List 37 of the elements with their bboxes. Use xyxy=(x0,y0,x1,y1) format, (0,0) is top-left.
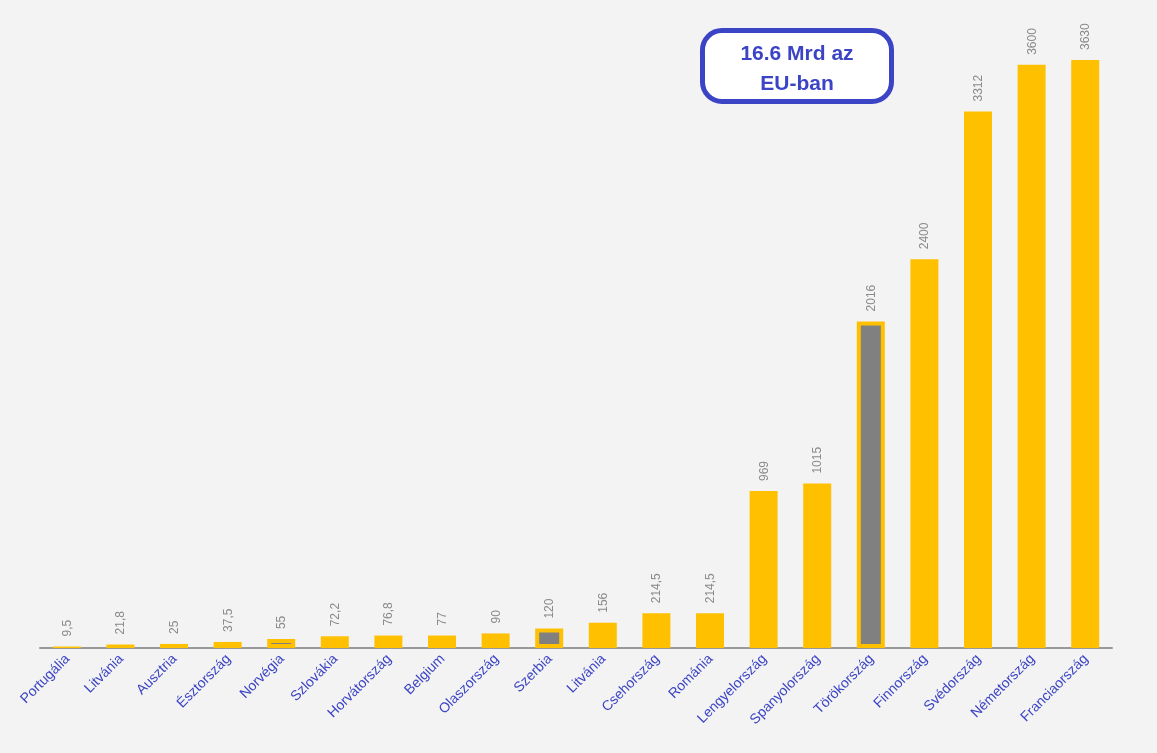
data-label: 3312 xyxy=(971,74,985,102)
data-label: 77 xyxy=(435,611,449,626)
data-label: 76,8 xyxy=(381,601,396,626)
data-label: 9,5 xyxy=(59,619,74,637)
data-label: 2400 xyxy=(917,222,932,250)
data-label: 214,5 xyxy=(649,572,664,604)
data-label: 3600 xyxy=(1024,27,1039,55)
annotation: 16.6 Mrd az EU-ban xyxy=(739,40,855,96)
bar xyxy=(481,633,510,648)
bar xyxy=(213,641,242,648)
bar xyxy=(696,613,724,648)
bar xyxy=(374,635,403,648)
bar xyxy=(910,259,939,648)
data-label: 2016 xyxy=(863,284,878,312)
bar xyxy=(320,636,349,648)
bar xyxy=(160,643,188,648)
data-label: 120 xyxy=(542,598,557,619)
bar xyxy=(749,491,778,648)
data-label: 3630 xyxy=(1078,22,1093,50)
data-label: 90 xyxy=(488,609,503,624)
bar xyxy=(964,111,992,648)
data-label: 55 xyxy=(274,615,289,630)
data-label: 969 xyxy=(756,460,771,482)
bar xyxy=(1017,64,1046,648)
bar xyxy=(642,613,671,648)
data-label: 156 xyxy=(595,592,610,613)
bar xyxy=(1071,60,1100,648)
data-label: 25 xyxy=(167,620,181,634)
bar xyxy=(588,622,617,648)
data-label: 72,2 xyxy=(327,602,342,627)
data-label: 21,8 xyxy=(113,610,128,635)
bar xyxy=(106,644,135,648)
data-label: 214,5 xyxy=(703,572,717,604)
data-label: 1015 xyxy=(810,446,825,474)
data-label: 37,5 xyxy=(220,608,235,632)
bar xyxy=(803,483,832,648)
bar xyxy=(428,635,456,648)
